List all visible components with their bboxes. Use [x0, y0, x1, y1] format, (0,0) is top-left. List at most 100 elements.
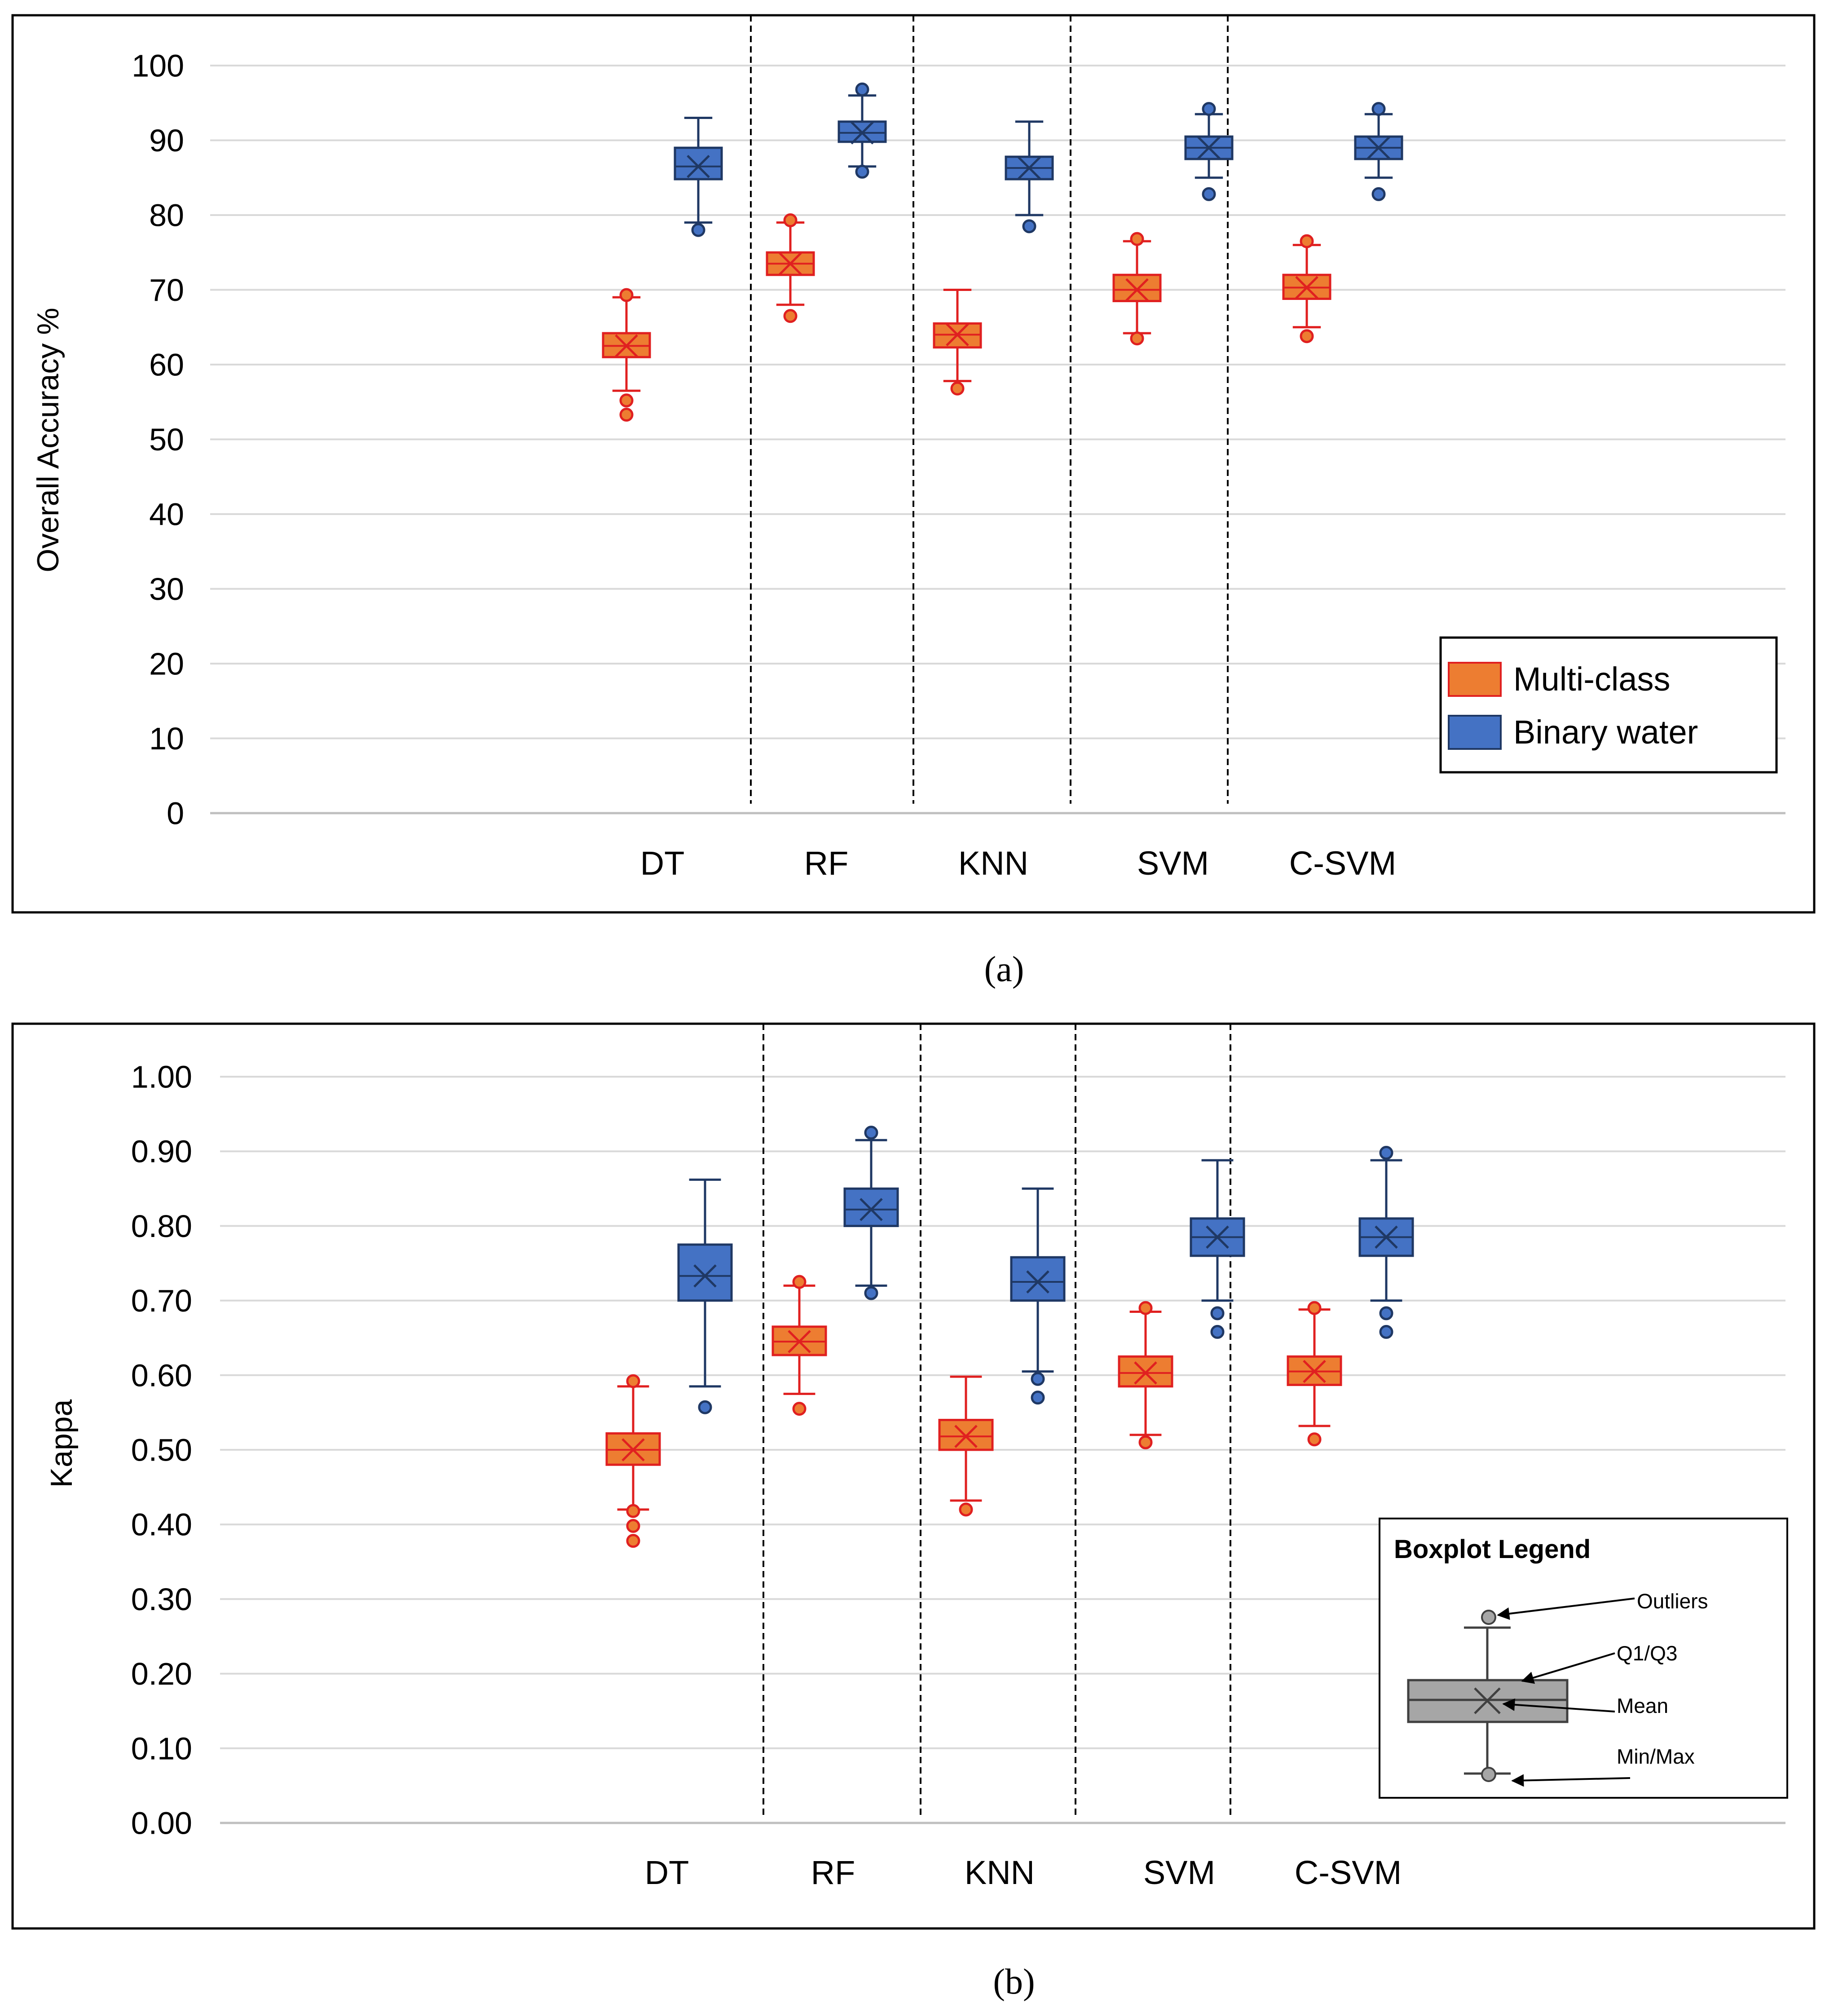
- x-category-label-svm: SVM: [1137, 845, 1209, 882]
- mean-marker-b: [622, 1438, 645, 1461]
- panel-b-boxes: [605, 1126, 1414, 1548]
- x-category-label-c-svm: C-SVM: [1295, 1854, 1402, 1891]
- mean-marker-b: [851, 121, 874, 145]
- y-tick-label-10: 10: [149, 721, 184, 756]
- box-multi-class-dt: [602, 288, 651, 422]
- boxplot-legend: Boxplot Legend Outliers Q1/Q3 Mean Min/M…: [1379, 1518, 1788, 1799]
- mean-marker-b: [779, 252, 802, 275]
- y-tick-label-1-00: 1.00: [131, 1060, 192, 1095]
- mean-marker-b: [946, 323, 969, 347]
- box-binary-water-knn: [1010, 1187, 1066, 1405]
- iqr-box: [1010, 1256, 1066, 1302]
- mean-marker-b: [1026, 1270, 1049, 1294]
- outlier-point-3: [1379, 1325, 1393, 1339]
- boxplot-legend-title: Boxplot Legend: [1394, 1535, 1591, 1564]
- mean-marker-b: [687, 155, 710, 178]
- mean-marker-b: [1375, 1225, 1398, 1249]
- mean-marker-b: [1206, 1225, 1229, 1249]
- box-binary-water-dt: [674, 117, 723, 237]
- outlier-point-1: [959, 1502, 973, 1517]
- y-tick-label-70: 70: [149, 273, 184, 308]
- bl-label-mean: Mean: [1617, 1694, 1668, 1717]
- outlier-point-1: [619, 393, 634, 408]
- outlier-point-2: [1307, 1301, 1322, 1315]
- outlier-point-4: [626, 1534, 640, 1548]
- legend-swatch-binary-water: [1448, 715, 1502, 750]
- x-category-label-svm: SVM: [1143, 1854, 1215, 1891]
- outlier-point-1: [1379, 1146, 1393, 1160]
- box-binary-water-c-svm: [1354, 102, 1403, 201]
- box-binary-water-svm: [1190, 1159, 1245, 1339]
- panel-b-x-category-labels: DT RF KNN SVM C-SVM: [645, 1854, 1402, 1891]
- box-multi-class-c-svm: [1287, 1301, 1342, 1447]
- y-tick-label-0-10: 0.10: [131, 1731, 192, 1766]
- panel-b: 0.00 0.10 0.20 0.30 0.40 0.50 0.60 0.70 0.80 0.90…: [11, 1022, 1816, 1930]
- y-tick-label-50: 50: [149, 422, 184, 457]
- outlier-point-1: [1130, 331, 1144, 346]
- y-tick-label-0-60: 0.60: [131, 1358, 192, 1393]
- panel-a-y-axis-label: Overall Accuracy %: [31, 308, 65, 572]
- box-multi-class-dt: [605, 1374, 661, 1548]
- y-tick-label-100: 100: [132, 48, 184, 84]
- outlier-point-1: [691, 223, 705, 237]
- iqr-box: [843, 1187, 899, 1227]
- y-tick-label-80: 80: [149, 198, 184, 233]
- outlier-point-1: [1371, 187, 1386, 201]
- panel-a-y-tick-labels: 0 10 20 30 40 50 60 70 80 90 100: [132, 48, 184, 831]
- mean-marker-b: [1303, 1360, 1326, 1383]
- outlier-point-1: [1300, 329, 1314, 343]
- outlier-point-1: [792, 1402, 807, 1416]
- legend-label-binary-water: Binary water: [1513, 713, 1698, 751]
- iqr-box: [674, 146, 723, 180]
- y-tick-label-0-90: 0.90: [131, 1134, 192, 1169]
- panel-a-legend: Multi-class Binary water: [1439, 636, 1778, 774]
- y-tick-label-30: 30: [149, 572, 184, 607]
- bl-outlier-bottom: [1481, 1767, 1496, 1782]
- box-multi-class-rf: [771, 1275, 827, 1416]
- iqr-box: [1112, 273, 1162, 302]
- outlier-point-2: [1379, 1306, 1393, 1321]
- legend-frame: [1439, 636, 1778, 774]
- box-binary-water-rf: [843, 1126, 899, 1300]
- mean-marker-b: [1018, 156, 1041, 180]
- bl-label-outliers: Outliers: [1637, 1589, 1708, 1613]
- panel-a-boxes: [602, 82, 1403, 422]
- x-category-label-knn: KNN: [958, 845, 1028, 882]
- legend-label-multi-class: Multi-class: [1513, 660, 1670, 698]
- panel-a-caption: (a): [984, 950, 1024, 989]
- outlier-point-1: [1210, 1306, 1225, 1321]
- mean-marker-b: [615, 334, 638, 358]
- bl-arrow-minmax: [1511, 1774, 1631, 1787]
- outlier-point-1: [1307, 1432, 1322, 1447]
- outlier-point-2: [619, 408, 634, 422]
- panel-a-x-category-labels: DT RF KNN SVM C-SVM: [640, 845, 1397, 882]
- outlier-point-2: [1210, 1325, 1225, 1339]
- outlier-point-1: [1138, 1435, 1153, 1449]
- outlier-point-1: [950, 381, 965, 396]
- y-tick-label-0-40: 0.40: [131, 1507, 192, 1542]
- mean-marker-b: [860, 1198, 883, 1221]
- box-binary-water-rf: [838, 82, 887, 179]
- panel-a-gridlines: [210, 65, 1785, 814]
- outlier-point-1: [1202, 187, 1216, 201]
- mean-marker-b: [1125, 278, 1149, 302]
- outlier-point-2: [1031, 1391, 1045, 1405]
- mean-marker-b: [1197, 136, 1221, 159]
- y-tick-label-40: 40: [149, 497, 184, 532]
- y-tick-label-0-70: 0.70: [131, 1283, 192, 1318]
- panel-a-category-dividers: [750, 15, 1229, 804]
- mean-marker-b: [693, 1264, 717, 1288]
- bl-arrow-outliers: [1497, 1598, 1635, 1620]
- y-tick-label-20: 20: [149, 647, 184, 682]
- outlier-point-1: [626, 1374, 640, 1388]
- x-category-label-c-svm: C-SVM: [1289, 845, 1396, 882]
- outlier-point-2: [626, 1504, 640, 1518]
- outlier-point-3: [626, 1519, 640, 1533]
- y-tick-label-90: 90: [149, 123, 184, 158]
- outlier-point-2: [1300, 234, 1314, 248]
- bl-mean-marker: [1474, 1687, 1501, 1714]
- bl-label-minmax: Min/Max: [1617, 1745, 1695, 1768]
- bl-label-q1q3: Q1/Q3: [1617, 1642, 1678, 1665]
- outlier-point-2: [1130, 232, 1144, 246]
